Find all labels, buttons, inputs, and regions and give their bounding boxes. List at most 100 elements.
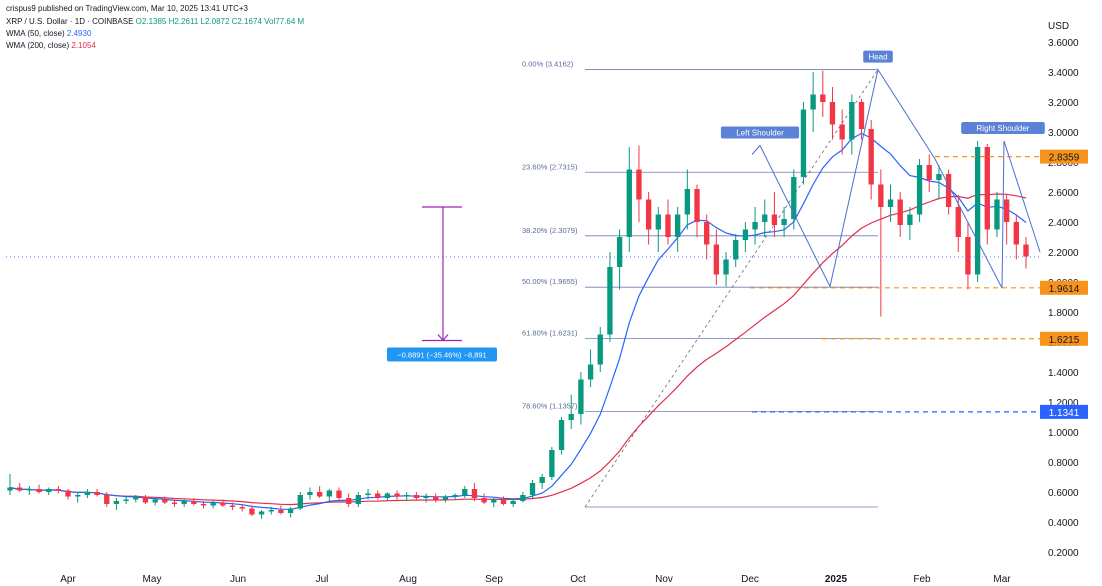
x-tick-label: May bbox=[143, 574, 162, 585]
candle-body bbox=[65, 490, 71, 497]
candle-body bbox=[558, 420, 565, 450]
y-tick-label: 0.4000 bbox=[1048, 518, 1079, 529]
wma200-line bbox=[9, 193, 1027, 506]
y-tick-label: 1.8000 bbox=[1048, 308, 1079, 319]
candle-body bbox=[384, 493, 391, 498]
candle-body bbox=[316, 492, 323, 497]
fib-trend-line bbox=[584, 69, 879, 508]
candle-body bbox=[549, 450, 555, 477]
axis-price-tag-label: 1.1341 bbox=[1049, 408, 1080, 419]
candle-body bbox=[945, 174, 952, 207]
candle-body bbox=[394, 493, 400, 497]
candle-body bbox=[452, 495, 458, 497]
fib-level-label: 50.00% (1.9655) bbox=[522, 277, 578, 286]
candle-body bbox=[500, 499, 507, 504]
candle-body bbox=[626, 169, 632, 237]
candle-body bbox=[239, 507, 245, 509]
fib-level-label: 38.20% (2.3079) bbox=[522, 226, 578, 235]
candle-body bbox=[858, 102, 865, 129]
y-tick-label: 1.0000 bbox=[1048, 428, 1079, 439]
candle-body bbox=[249, 508, 255, 515]
candle-body bbox=[113, 501, 120, 504]
candle-body bbox=[26, 489, 33, 491]
fib-level-label: 0.00% (3.4162) bbox=[522, 60, 574, 69]
candle-body bbox=[55, 489, 62, 491]
currency-label: USD bbox=[1048, 21, 1069, 32]
fib-level-label: 78.60% (1.1357) bbox=[522, 402, 578, 411]
axis-price-tag-label: 2.8359 bbox=[1049, 153, 1080, 164]
candle-body bbox=[210, 502, 216, 506]
candle-body bbox=[897, 199, 903, 225]
candle-body bbox=[278, 510, 284, 513]
candle-body bbox=[781, 219, 787, 225]
candle-body bbox=[723, 259, 729, 275]
candle-body bbox=[336, 490, 342, 498]
y-tick-label: 3.2000 bbox=[1048, 98, 1079, 109]
head-shoulders-pattern bbox=[751, 68, 1041, 289]
candle-body bbox=[742, 229, 749, 240]
wma50-legend[interactable]: WMA (50, close) 2.4930 bbox=[6, 29, 91, 38]
measure-label-box bbox=[387, 347, 497, 362]
volume-value: Vol77.64 M bbox=[264, 17, 305, 26]
candle-body bbox=[1003, 199, 1010, 222]
candle-body bbox=[171, 502, 178, 504]
candle-body bbox=[529, 483, 536, 495]
candle-body bbox=[568, 414, 574, 420]
candle-body bbox=[878, 184, 884, 207]
x-tick-label: Apr bbox=[60, 574, 76, 585]
candle-body bbox=[587, 364, 594, 380]
y-tick-label: 3.0000 bbox=[1048, 128, 1079, 139]
candle-body bbox=[829, 102, 836, 125]
candle-body bbox=[539, 477, 545, 483]
symbol-line: XRP / U.S. Dollar · 1D · COINBASE O2.138… bbox=[6, 17, 304, 26]
candle-body bbox=[442, 496, 449, 500]
candle-body bbox=[142, 496, 149, 503]
x-tick-label: Mar bbox=[993, 574, 1011, 585]
candle-body bbox=[326, 490, 332, 497]
candle-body bbox=[965, 237, 971, 275]
candle-body bbox=[916, 165, 923, 215]
candle-body bbox=[994, 199, 1000, 230]
y-tick-label: 0.6000 bbox=[1048, 488, 1079, 499]
candle-body bbox=[810, 94, 816, 110]
fib-level-label: 23.60% (2.7315) bbox=[522, 162, 578, 171]
candle-body bbox=[404, 495, 410, 497]
open-value: O2.1385 bbox=[135, 17, 167, 26]
x-tick-label: Jun bbox=[230, 574, 246, 585]
candle-body bbox=[1023, 244, 1029, 257]
x-tick-label: Jul bbox=[316, 574, 329, 585]
candle-body bbox=[220, 502, 226, 506]
candle-body bbox=[955, 207, 961, 237]
candle-body bbox=[152, 499, 158, 503]
candle-body bbox=[229, 505, 236, 507]
close-value: C2.1674 bbox=[231, 17, 262, 26]
candle-body bbox=[665, 214, 671, 237]
y-tick-label: 3.6000 bbox=[1048, 38, 1079, 49]
candle-body bbox=[868, 129, 874, 185]
candle-body bbox=[694, 189, 700, 222]
y-tick-label: 1.2000 bbox=[1048, 398, 1079, 409]
candle-body bbox=[200, 504, 207, 506]
candle-body bbox=[907, 214, 913, 225]
candle-body bbox=[46, 489, 52, 492]
y-tick-label: 2.6000 bbox=[1048, 188, 1079, 199]
candle-body bbox=[481, 498, 487, 503]
y-tick-label: 3.4000 bbox=[1048, 68, 1079, 79]
axis-price-tag-label: 1.9614 bbox=[1049, 284, 1080, 295]
candle-body bbox=[762, 214, 768, 222]
x-tick-label: Dec bbox=[741, 574, 759, 585]
high-value: H2.2611 bbox=[168, 17, 199, 26]
candle-body bbox=[984, 147, 990, 230]
candle-body bbox=[936, 174, 942, 180]
candle-body bbox=[462, 489, 468, 495]
pattern-label-box bbox=[961, 122, 1045, 134]
low-value: L2.0872 bbox=[200, 17, 230, 26]
candle-body bbox=[791, 177, 797, 219]
candle-body bbox=[307, 492, 313, 495]
candle-body bbox=[94, 492, 100, 495]
candle-body bbox=[713, 244, 720, 275]
wma200-legend[interactable]: WMA (200, close) 2.1054 bbox=[6, 41, 96, 50]
published-text: crispus9 published on TradingView.com, M… bbox=[6, 4, 248, 13]
candle-body bbox=[645, 199, 652, 230]
